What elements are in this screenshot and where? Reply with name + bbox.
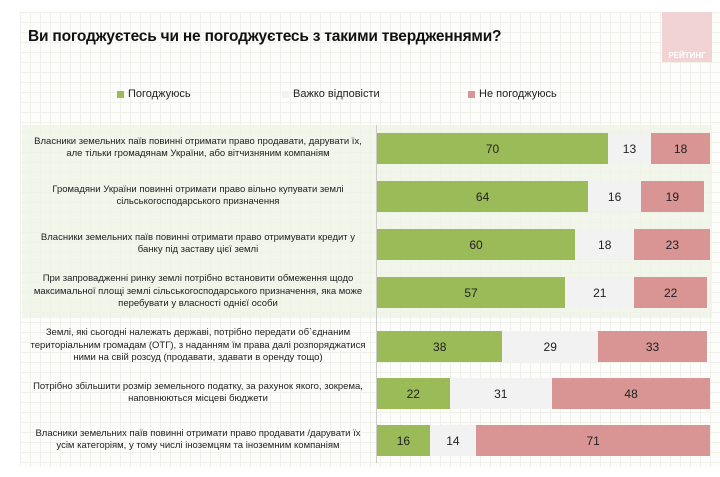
stacked-bar: 70 13 18: [377, 133, 711, 164]
legend-agree: Погоджуюсь: [117, 88, 191, 100]
bar-segment: 16: [588, 181, 641, 212]
category-label: Власники земельних паїв повинні отримати…: [40, 231, 356, 255]
bar-segment: 21: [565, 277, 635, 308]
bar-segment: 64: [377, 181, 589, 212]
bar-segment: 16: [377, 425, 430, 456]
bar-segment: 29: [502, 331, 599, 362]
legend-swatch-disagree: [468, 90, 475, 98]
chart-row: Потрібно збільшити розмір земельного под…: [0, 369, 720, 417]
bar-segment: 31: [449, 378, 552, 409]
data-label: 71: [586, 433, 600, 448]
bar-segment: 38: [377, 331, 503, 362]
data-label: 21: [593, 285, 607, 300]
bar-segment: 14: [429, 425, 476, 456]
chart-title: Ви погоджуєтесь чи не погоджуєтесь з так…: [28, 28, 502, 45]
data-label: 16: [607, 189, 622, 204]
chart-row: Громадяни України повинні отримати право…: [0, 172, 720, 220]
chart-row: При запровадженні ринку землі потрібно в…: [0, 268, 720, 316]
data-label: 31: [494, 386, 508, 401]
chart-row: Власники земельних паїв повинні отримати…: [0, 416, 720, 464]
legend-disagree: Не погоджуюсь: [468, 88, 557, 100]
chart-row: Власники земельних паїв повинні отримати…: [0, 220, 720, 268]
chart-row: Землі, які сьогодні належать державі, по…: [0, 322, 720, 370]
category-label: Власники земельних паїв повинні отримати…: [35, 427, 361, 451]
stacked-bar: 16 14 71: [377, 425, 711, 456]
stacked-bar: 22 31 48: [377, 378, 711, 409]
data-label: 70: [485, 141, 500, 156]
data-label: 18: [598, 237, 612, 252]
bar-segment: 18: [650, 133, 711, 164]
rating-logo: РЕЙТИНГ: [662, 12, 712, 62]
bar-segment: 48: [551, 378, 711, 409]
bar-segment: 22: [634, 277, 707, 308]
chart-row: Власники земельних паїв повинні отримати…: [0, 124, 720, 172]
bar-segment: 33: [598, 331, 707, 362]
data-label: 23: [665, 237, 680, 252]
data-label: 48: [624, 386, 638, 401]
stacked-bar: 64 16 19: [377, 181, 704, 212]
legend-hard: Важко відповісти: [282, 88, 380, 100]
data-label: 18: [673, 141, 688, 156]
legend-swatch-agree: [117, 90, 124, 98]
data-label: 14: [446, 433, 460, 448]
legend-label: Важко відповісти: [293, 88, 380, 100]
bar-segment: 22: [377, 378, 450, 409]
data-label: 22: [406, 386, 420, 401]
data-label: 38: [433, 339, 447, 354]
bar-segment: 70: [377, 133, 608, 164]
bar-segment: 13: [608, 133, 651, 164]
stacked-bar: 60 18 23: [377, 229, 711, 260]
data-label: 13: [622, 141, 637, 156]
bar-segment: 23: [634, 229, 711, 260]
legend-label: Не погоджуюсь: [479, 88, 557, 100]
data-label: 33: [645, 339, 660, 354]
category-label: Землі, які сьогодні належать державі, по…: [30, 327, 366, 364]
data-label: 19: [665, 189, 679, 204]
category-label: Потрібно збільшити розмір земельного под…: [33, 380, 363, 404]
bar-segment: 57: [377, 277, 566, 308]
stacked-bar: 38 29 33: [377, 331, 707, 362]
legend-swatch-hard: [282, 90, 289, 98]
bar-segment: 71: [475, 425, 711, 456]
data-label: 16: [396, 433, 411, 448]
logo-text: РЕЙТИНГ: [668, 51, 706, 60]
data-label: 57: [464, 285, 478, 300]
legend-label: Погоджуюсь: [128, 88, 191, 100]
data-label: 22: [664, 285, 678, 300]
bar-segment: 19: [640, 181, 704, 212]
category-axis: [376, 125, 377, 463]
data-label: 29: [543, 339, 557, 354]
category-label: Власники земельних паїв повинні отримати…: [34, 135, 362, 159]
data-label: 60: [469, 237, 483, 252]
data-label: 64: [475, 189, 490, 204]
bar-segment: 18: [575, 229, 635, 260]
stacked-bar: 57 21 22: [377, 277, 707, 308]
category-label: При запровадженні ринку землі потрібно в…: [33, 273, 363, 310]
bar-segment: 60: [377, 229, 575, 260]
category-label: Громадяни України повинні отримати право…: [52, 183, 344, 207]
